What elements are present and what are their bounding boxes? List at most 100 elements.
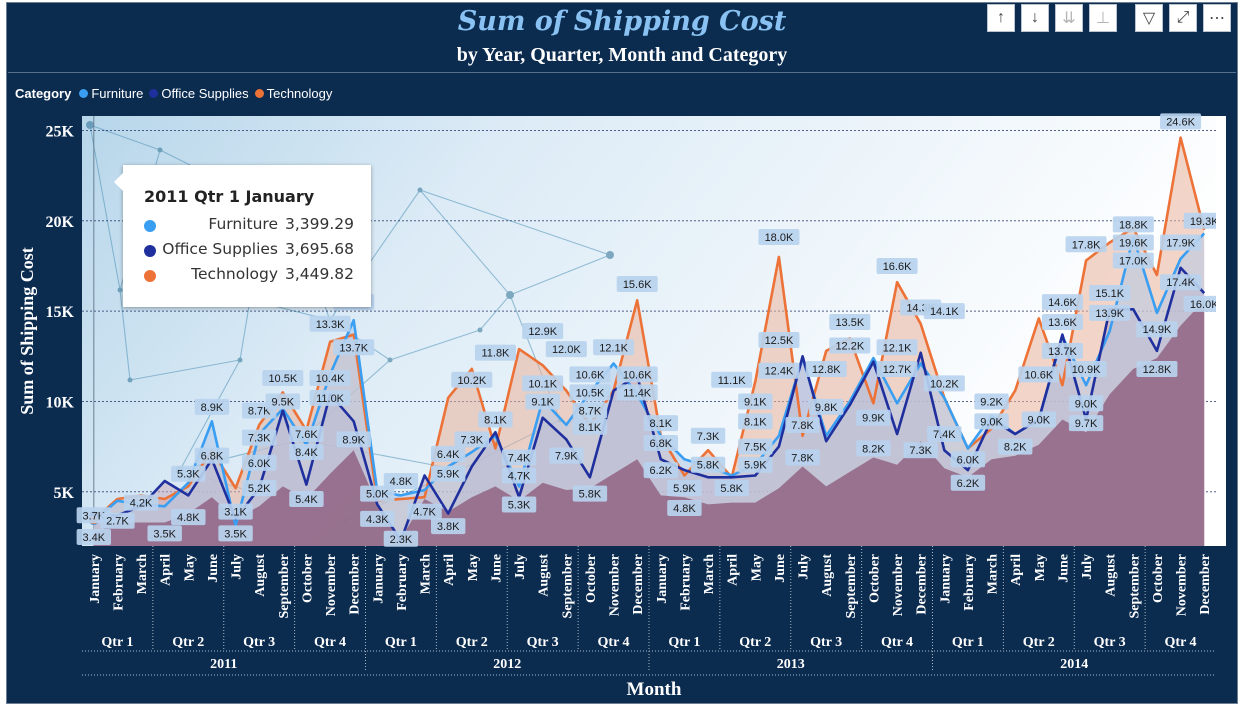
data-label-box xyxy=(714,480,749,497)
data-label: 10.4K xyxy=(309,369,351,386)
data-label: 12.7K xyxy=(876,360,918,377)
data-label-box xyxy=(1160,113,1202,130)
network-link xyxy=(179,359,241,471)
data-label: 12.9K xyxy=(522,323,564,339)
data-label: 7.9K xyxy=(549,447,584,464)
data-label-box xyxy=(309,315,351,332)
x-tick-month: November xyxy=(891,554,906,616)
data-label-box xyxy=(383,472,419,489)
data-label-text: 7.4K xyxy=(508,452,531,464)
data-label-box xyxy=(100,512,135,529)
x-tick-month: February xyxy=(395,554,410,611)
data-label: 10.6K xyxy=(1018,366,1060,383)
data-label: 7.3K xyxy=(241,429,277,446)
data-label: 19.6K xyxy=(1112,234,1154,251)
more-options-icon[interactable]: ⋯ xyxy=(1203,4,1231,32)
data-label-text: 3.4K xyxy=(82,532,105,544)
drill-down-icon[interactable]: ↓ xyxy=(1021,4,1049,32)
x-tick-month: July xyxy=(230,554,245,580)
data-label-text: 4.7K xyxy=(508,471,531,483)
data-label-text: 5.9K xyxy=(673,483,696,495)
data-label: 8.2K xyxy=(997,438,1033,455)
data-label-box xyxy=(1089,285,1131,302)
expand-next-level-icon[interactable]: ⇊ xyxy=(1055,4,1083,32)
tooltip-dot xyxy=(144,270,156,282)
tooltip-label: Office Supplies xyxy=(162,240,278,258)
data-label: 5.9K xyxy=(738,456,773,473)
legend-item-technology[interactable]: Technology xyxy=(254,86,332,101)
data-label-text: 18.0K xyxy=(765,232,794,244)
data-label: 9.0K xyxy=(1068,395,1104,412)
data-label-box xyxy=(1136,360,1178,377)
tooltip-dot xyxy=(144,220,156,232)
data-label: 9.9K xyxy=(856,409,891,426)
x-tick-quarter: Qtr 4 xyxy=(1165,635,1197,650)
x-tick-month: September xyxy=(277,554,292,619)
data-label: 10.1K xyxy=(522,375,564,392)
data-label-text: 6.0K xyxy=(957,454,980,466)
data-label-text: 4.3K xyxy=(366,514,389,526)
data-label-text: 6.2K xyxy=(957,478,980,490)
focus-mode-icon[interactable]: ⤢ xyxy=(1169,4,1197,32)
data-label: 18.8K xyxy=(1112,216,1154,233)
data-label-box xyxy=(171,465,206,482)
data-label-box xyxy=(711,371,753,388)
data-label-box xyxy=(950,451,986,468)
x-tick-year: 2014 xyxy=(1060,657,1088,672)
legend-item-furniture[interactable]: Furniture xyxy=(79,86,143,101)
data-label-box xyxy=(407,503,442,520)
data-label-box xyxy=(454,431,490,448)
y-tick-label: 25K xyxy=(46,123,75,140)
data-label: 14.6K xyxy=(1041,294,1083,311)
data-label-box xyxy=(1112,252,1154,269)
tooltip-dot xyxy=(144,245,156,257)
data-label-text: 14.1K xyxy=(930,306,959,318)
data-label: 17.4K xyxy=(1160,274,1202,291)
data-label: 13.5K xyxy=(829,313,871,330)
data-label-text: 9.0K xyxy=(980,416,1003,428)
data-label: 10.6K xyxy=(569,366,611,383)
data-label-text: 15.6K xyxy=(623,279,652,291)
data-label-text: 11.8K xyxy=(481,348,510,360)
data-label-box xyxy=(501,496,537,513)
data-label: 5.3K xyxy=(171,465,206,482)
data-label-box xyxy=(289,444,324,461)
network-node xyxy=(606,251,614,259)
tooltip: 2011 Qtr 1 January Furniture 3,399.29 Of… xyxy=(114,165,371,307)
data-label-box xyxy=(593,339,635,356)
x-tick-month: October xyxy=(300,554,315,603)
data-label-box xyxy=(667,480,702,497)
legend-item-office-supplies[interactable]: Office Supplies xyxy=(149,86,249,101)
data-label: 7.8K xyxy=(785,449,820,466)
data-label-box xyxy=(690,456,726,473)
data-label-text: 19.3K xyxy=(1190,216,1219,228)
data-label: 8.2K xyxy=(856,440,891,457)
filter-icon[interactable]: ▽ xyxy=(1135,4,1163,32)
data-label-box xyxy=(785,416,820,433)
data-label-text: 17.0K xyxy=(1119,256,1148,268)
data-label: 14.1K xyxy=(923,303,965,320)
data-label: 7.3K xyxy=(454,431,490,448)
drill-up-icon[interactable]: ↑ xyxy=(987,4,1015,32)
x-tick-month: January xyxy=(371,554,386,604)
data-label-text: 2.7K xyxy=(106,516,129,528)
data-label-box xyxy=(1112,234,1154,251)
legend: Category Furniture Office Supplies Techn… xyxy=(15,86,338,101)
expand-hierarchy-icon[interactable]: ⊥ xyxy=(1089,4,1117,32)
data-label-text: 10.5K xyxy=(576,387,605,399)
data-label-text: 9.8K xyxy=(815,402,838,414)
data-label-text: 9.1K xyxy=(531,396,554,408)
data-label: 4.7K xyxy=(501,467,537,484)
legend-label: Office Supplies xyxy=(161,86,249,101)
data-label-box xyxy=(950,474,986,491)
data-label-text: 9.1K xyxy=(744,396,767,408)
tooltip-value: 3,449.82 xyxy=(284,265,354,283)
data-label-text: 5.8K xyxy=(720,483,743,495)
data-label-text: 12.8K xyxy=(1143,364,1172,376)
x-tick-month: January xyxy=(655,554,670,604)
x-tick-quarter: Qtr 4 xyxy=(881,635,913,650)
data-label: 6.0K xyxy=(950,451,986,468)
x-tick-year: 2013 xyxy=(777,657,805,672)
data-label: 8.7K xyxy=(572,402,608,419)
